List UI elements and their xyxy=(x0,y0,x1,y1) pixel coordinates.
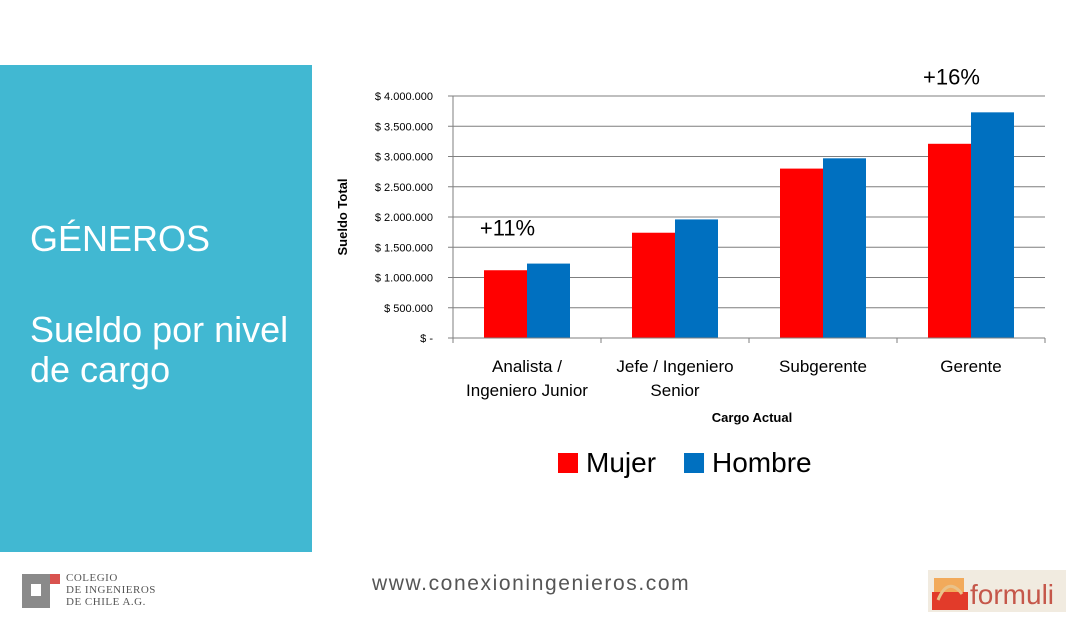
bar-mujer xyxy=(928,143,971,338)
bar-mujer xyxy=(632,232,675,338)
slide-title: GÉNEROS xyxy=(30,218,211,259)
slide-subtitle: Sueldo por nivel de cargo xyxy=(30,309,289,390)
x-category-label: Analista / xyxy=(492,357,562,376)
y-tick-label: $ 2.500.000 xyxy=(375,182,433,194)
y-tick-label: $ 2.000.000 xyxy=(375,212,433,224)
annotation-label: +16% xyxy=(923,64,980,89)
bar-hombre xyxy=(675,219,718,338)
y-tick-label: $ 500.000 xyxy=(384,303,433,315)
bar-hombre xyxy=(527,263,570,338)
y-tick-label: $ 3.000.000 xyxy=(375,152,433,164)
y-tick-label: $ 1.000.000 xyxy=(375,273,433,285)
y-tick-label: $ 3.500.000 xyxy=(375,121,433,133)
formuli-logo-icon xyxy=(928,570,1066,612)
logo-line-2: DE INGENIEROS xyxy=(66,584,156,596)
y-tick-label: $ 4.000.000 xyxy=(375,91,433,103)
formuli-logo: formuli xyxy=(928,570,1066,612)
legend-swatch-mujer xyxy=(558,453,578,473)
bar-mujer xyxy=(484,270,527,338)
y-axis-title: Sueldo Total xyxy=(335,178,350,255)
bar-hombre xyxy=(823,158,866,338)
x-category-label: Ingeniero Junior xyxy=(466,381,588,400)
salary-bar-chart: $ - $ 500.000 $ 1.000.000 $ 1.500.000 $ 2.00… xyxy=(335,64,1046,478)
x-category-label: Jefe / Ingeniero xyxy=(616,357,733,376)
x-category-label: Gerente xyxy=(940,357,1001,376)
logo-line-1: COLEGIO xyxy=(66,572,118,584)
x-category-label: Subgerente xyxy=(779,357,867,376)
annotation-label: +11% xyxy=(480,216,535,241)
formuli-logo-text: formuli xyxy=(970,579,1054,610)
colegio-logo-icon xyxy=(22,574,60,608)
bar-mujer xyxy=(780,168,823,338)
logo-line-3: DE CHILE A.G. xyxy=(66,596,146,608)
y-tick-label: $ 1.500.000 xyxy=(375,242,433,254)
legend-label-hombre: Hombre xyxy=(712,447,812,478)
x-category-label: Senior xyxy=(650,381,699,400)
x-axis-title: Cargo Actual xyxy=(712,410,792,425)
footer-url: www.conexioningenieros.com xyxy=(372,572,691,595)
legend-swatch-hombre xyxy=(684,453,705,473)
y-tick-label: $ - xyxy=(420,333,433,345)
legend-label-mujer: Mujer xyxy=(586,447,656,478)
bar-hombre xyxy=(971,112,1014,339)
title-panel xyxy=(0,65,312,552)
colegio-ingenieros-logo: COLEGIO DE INGENIEROS DE CHILE A.G. xyxy=(22,572,182,612)
